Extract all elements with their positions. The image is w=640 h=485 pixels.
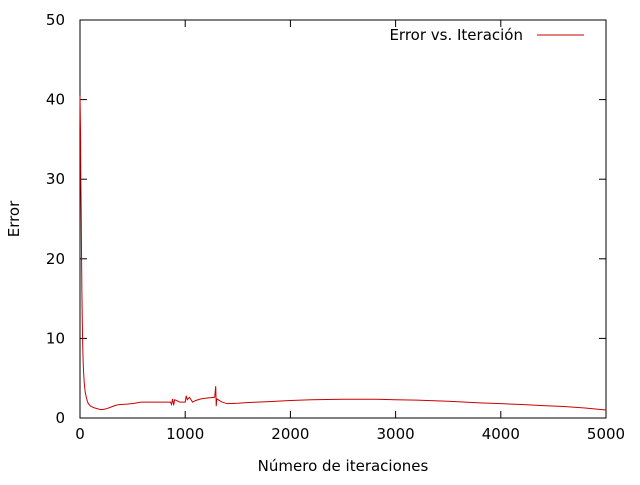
y-tick-label: 30 xyxy=(46,170,65,188)
x-tick-label: 0 xyxy=(75,425,85,443)
y-axis-label: Error xyxy=(5,200,23,237)
x-axis-label: Número de iteraciones xyxy=(258,457,429,475)
y-tick-label: 10 xyxy=(46,329,65,347)
y-tick-label: 0 xyxy=(55,409,65,427)
legend-label: Error vs. Iteración xyxy=(389,26,523,44)
plot-frame xyxy=(79,19,607,419)
x-tick-label: 4000 xyxy=(482,425,520,443)
x-tick-label: 2000 xyxy=(271,425,309,443)
y-tick-label: 20 xyxy=(46,250,65,268)
x-tick-label: 3000 xyxy=(377,425,415,443)
y-tick-label: 40 xyxy=(46,91,65,109)
series-line xyxy=(79,95,607,411)
series-layer xyxy=(79,95,607,411)
legend: Error vs. Iteración xyxy=(389,26,584,44)
tick-group: 0 1000 2000 3000 4000 5000 0 10 20 30 40 50 xyxy=(46,11,625,443)
x-tick-label: 5000 xyxy=(587,425,625,443)
x-tick-label: 1000 xyxy=(166,425,204,443)
y-tick-label: 50 xyxy=(46,11,65,29)
